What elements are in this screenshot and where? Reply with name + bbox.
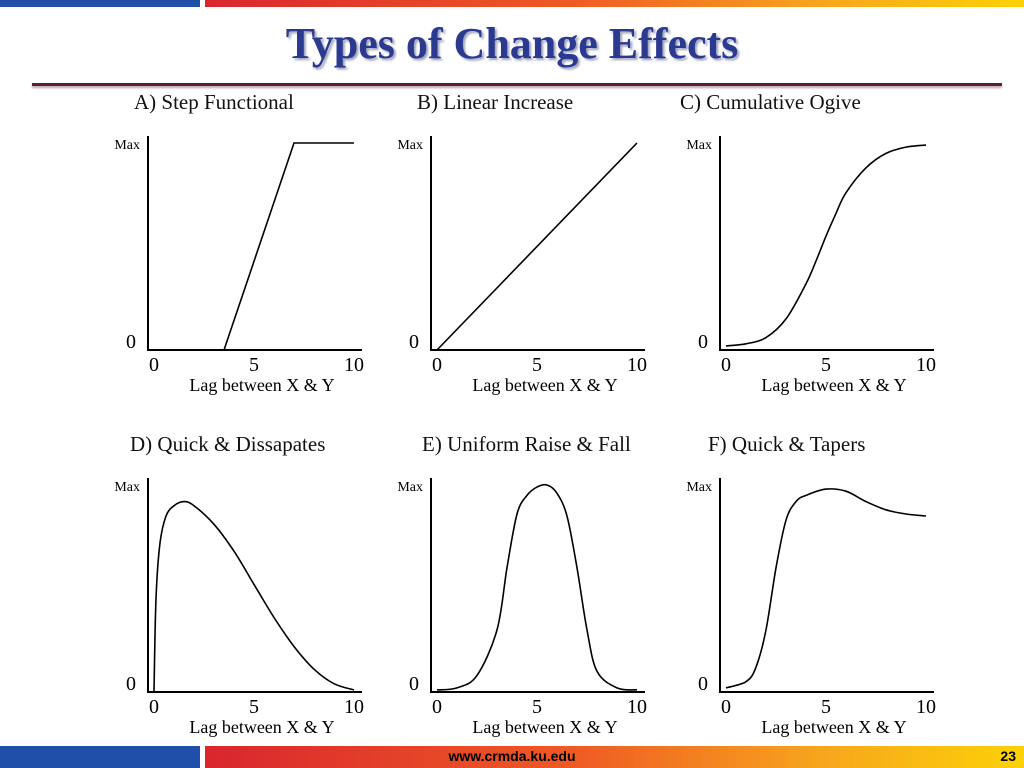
chart-panel-a: A) Step Functional 0 Max 0 5 10 Lag between X… [110,90,410,400]
chart-plot: 0 Max 0 5 10 Lag between X & Y [114,136,364,395]
y-tick-label: 0 [126,331,136,353]
y-tick-label: 0 [698,331,708,353]
footer-bar-gradient-segment [205,746,1024,768]
x-axis-label: Lag between X & Y [472,375,617,395]
chart-plot: 0 Max 0 5 10 Lag between X & Y [686,136,936,395]
series-line [725,488,927,689]
series-line [436,483,638,691]
x-tick-label: 10 [344,354,364,376]
top-color-bar [0,0,1024,7]
y-tick-label: Max [397,480,423,495]
y-tick-label: Max [686,480,712,495]
chart-plot: 0 Max 0 5 10 Lag between X & Y [397,478,647,737]
x-tick-label: 0 [721,354,731,376]
x-tick-label: 0 [149,354,159,376]
x-tick-label: 5 [532,354,542,376]
chart-plot: 0 Max 0 5 10 Lag between X & Y [686,478,936,737]
chart-panel-d: D) Quick & Dissapates 0 Max 0 5 10 Lag betwee… [110,432,410,742]
chart-title: A) Step Functional [134,90,294,114]
chart-title: E) Uniform Raise & Fall [422,432,631,456]
series-line [154,142,354,351]
series-line [436,142,638,351]
footer-bar: www.crmda.ku.edu 23 [0,746,1024,768]
footer-bar-blue-segment [0,746,200,768]
footer-url: www.crmda.ku.edu [448,748,576,764]
x-tick-label: 10 [916,696,936,718]
x-tick-label: 5 [821,354,831,376]
top-bar-gradient-segment [205,0,1024,7]
y-tick-label: 0 [409,673,419,695]
y-tick-label: 0 [698,673,708,695]
x-tick-label: 0 [432,354,442,376]
x-tick-label: 5 [821,696,831,718]
y-tick-label: Max [686,138,712,153]
chart-plot: 0 Max 0 5 10 Lag between X & Y [397,136,647,395]
chart-title: F) Quick & Tapers [708,432,866,456]
x-axis-label: Lag between X & Y [761,717,906,737]
x-axis-label: Lag between X & Y [189,375,334,395]
chart-panel-e: E) Uniform Raise & Fall 0 Max 0 5 10 Lag betw… [393,432,693,742]
chart-plot: 0 Max 0 5 10 Lag between X & Y [114,478,364,737]
x-axis-label: Lag between X & Y [761,375,906,395]
x-tick-label: 0 [721,696,731,718]
chart-title: B) Linear Increase [417,90,574,114]
title-divider [32,83,1002,86]
series-line [153,500,355,693]
x-axis-label: Lag between X & Y [189,717,334,737]
chart-panel-c: C) Cumulative Ogive 0 Max 0 5 10 Lag between … [680,90,982,400]
slide-title: Types of Change Effects [285,19,739,68]
x-tick-label: 10 [627,696,647,718]
x-tick-label: 10 [627,354,647,376]
chart-title: C) Cumulative Ogive [680,90,861,114]
x-tick-label: 5 [532,696,542,718]
chart-panel-f: F) Quick & Tapers 0 Max 0 5 10 Lag between X … [682,432,982,742]
chart-title: D) Quick & Dissapates [130,432,326,456]
x-axis-label: Lag between X & Y [472,717,617,737]
x-tick-label: 10 [916,354,936,376]
y-tick-label: Max [397,138,423,153]
x-tick-label: 5 [249,696,259,718]
y-tick-label: 0 [126,673,136,695]
x-tick-label: 0 [149,696,159,718]
x-tick-label: 0 [432,696,442,718]
page-number: 23 [1000,748,1016,764]
chart-panel-b: B) Linear Increase 0 Max 0 5 10 Lag between X… [393,90,693,400]
series-line [725,144,927,347]
x-tick-label: 10 [344,696,364,718]
top-bar-blue-segment [0,0,200,7]
y-tick-label: 0 [409,331,419,353]
x-tick-label: 5 [249,354,259,376]
y-tick-label: Max [114,480,140,495]
y-tick-label: Max [114,138,140,153]
